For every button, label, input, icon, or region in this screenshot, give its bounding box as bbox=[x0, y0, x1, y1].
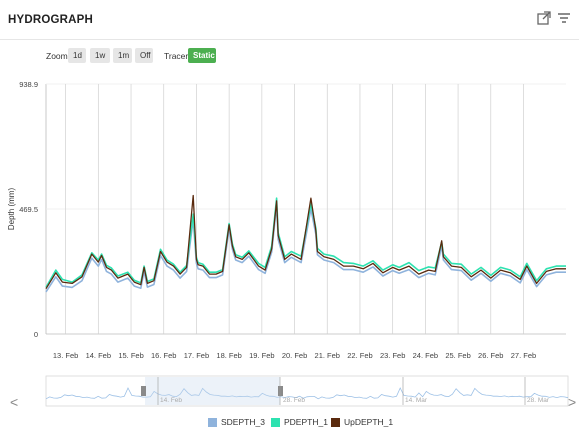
x-tick-label: 16. Feb bbox=[151, 351, 176, 360]
navigator-label: 14. Mar bbox=[405, 397, 428, 404]
series-line-updepth_1 bbox=[45, 194, 566, 290]
tracer-static-button[interactable]: Static bbox=[188, 48, 216, 63]
series-line-pdepth_1 bbox=[45, 197, 566, 288]
y-tick-label: 938.9 bbox=[19, 80, 38, 89]
x-tick-label: 27. Feb bbox=[511, 351, 536, 360]
navigator-left-arrow[interactable]: < bbox=[10, 394, 19, 410]
zoom-1m-button[interactable]: 1m bbox=[113, 48, 132, 63]
external-link-icon[interactable] bbox=[536, 10, 552, 26]
x-tick-label: 19. Feb bbox=[249, 351, 274, 360]
navigator[interactable]: 14. Feb 28. Feb 14. Mar 28. Mar bbox=[45, 375, 569, 407]
x-tick-label: 25. Feb bbox=[445, 351, 470, 360]
zoom-label: Zoom bbox=[46, 51, 68, 61]
page-title: HYDROGRAPH bbox=[8, 14, 94, 26]
navigator-right-arrow[interactable]: > bbox=[568, 394, 577, 410]
legend-label: SDEPTH_3 bbox=[221, 417, 265, 427]
zoom-1w-button[interactable]: 1w bbox=[90, 48, 110, 63]
navigator-label: 14. Feb bbox=[160, 397, 182, 404]
navigator-handle-right[interactable] bbox=[278, 386, 283, 396]
x-tick-label: 22. Feb bbox=[347, 351, 372, 360]
chart-legend: SDEPTH_3 PDEPTH_1 UpDEPTH_1 bbox=[0, 416, 579, 430]
x-tick-label: 18. Feb bbox=[216, 351, 241, 360]
legend-swatch bbox=[271, 418, 280, 427]
navigator-selection[interactable] bbox=[145, 377, 280, 405]
x-tick-label: 23. Feb bbox=[380, 351, 405, 360]
y-tick-label: 0 bbox=[34, 330, 38, 339]
x-tick-label: 14. Feb bbox=[86, 351, 111, 360]
series-line-sdepth_3 bbox=[45, 204, 566, 293]
x-tick-label: 17. Feb bbox=[184, 351, 209, 360]
x-tick-label: 15. Feb bbox=[118, 351, 143, 360]
x-tick-label: 13. Feb bbox=[53, 351, 78, 360]
zoom-1d-button[interactable]: 1d bbox=[68, 48, 86, 63]
navigator-label: 28. Mar bbox=[527, 397, 550, 404]
panel-header: HYDROGRAPH bbox=[0, 0, 579, 40]
zoom-off-button[interactable]: Off bbox=[135, 48, 153, 63]
y-tick-label: 469.5 bbox=[19, 205, 38, 214]
grid-lines bbox=[45, 83, 566, 335]
x-tick-label: 20. Feb bbox=[282, 351, 307, 360]
y-axis-label: Depth (mm) bbox=[7, 188, 16, 231]
legend-swatch bbox=[331, 418, 340, 427]
x-tick-label: 26. Feb bbox=[478, 351, 503, 360]
filter-icon[interactable] bbox=[556, 10, 572, 26]
legend-label: PDEPTH_1 bbox=[284, 417, 328, 427]
tracer-label: Tracer bbox=[164, 51, 189, 61]
legend-swatch bbox=[208, 418, 217, 427]
x-tick-label: 24. Feb bbox=[413, 351, 438, 360]
navigator-handle-left[interactable] bbox=[141, 386, 146, 396]
x-tick-label: 21. Feb bbox=[315, 351, 340, 360]
series-lines bbox=[45, 194, 566, 293]
legend-label: UpDEPTH_1 bbox=[344, 417, 394, 427]
navigator-label: 28. Feb bbox=[283, 397, 305, 404]
